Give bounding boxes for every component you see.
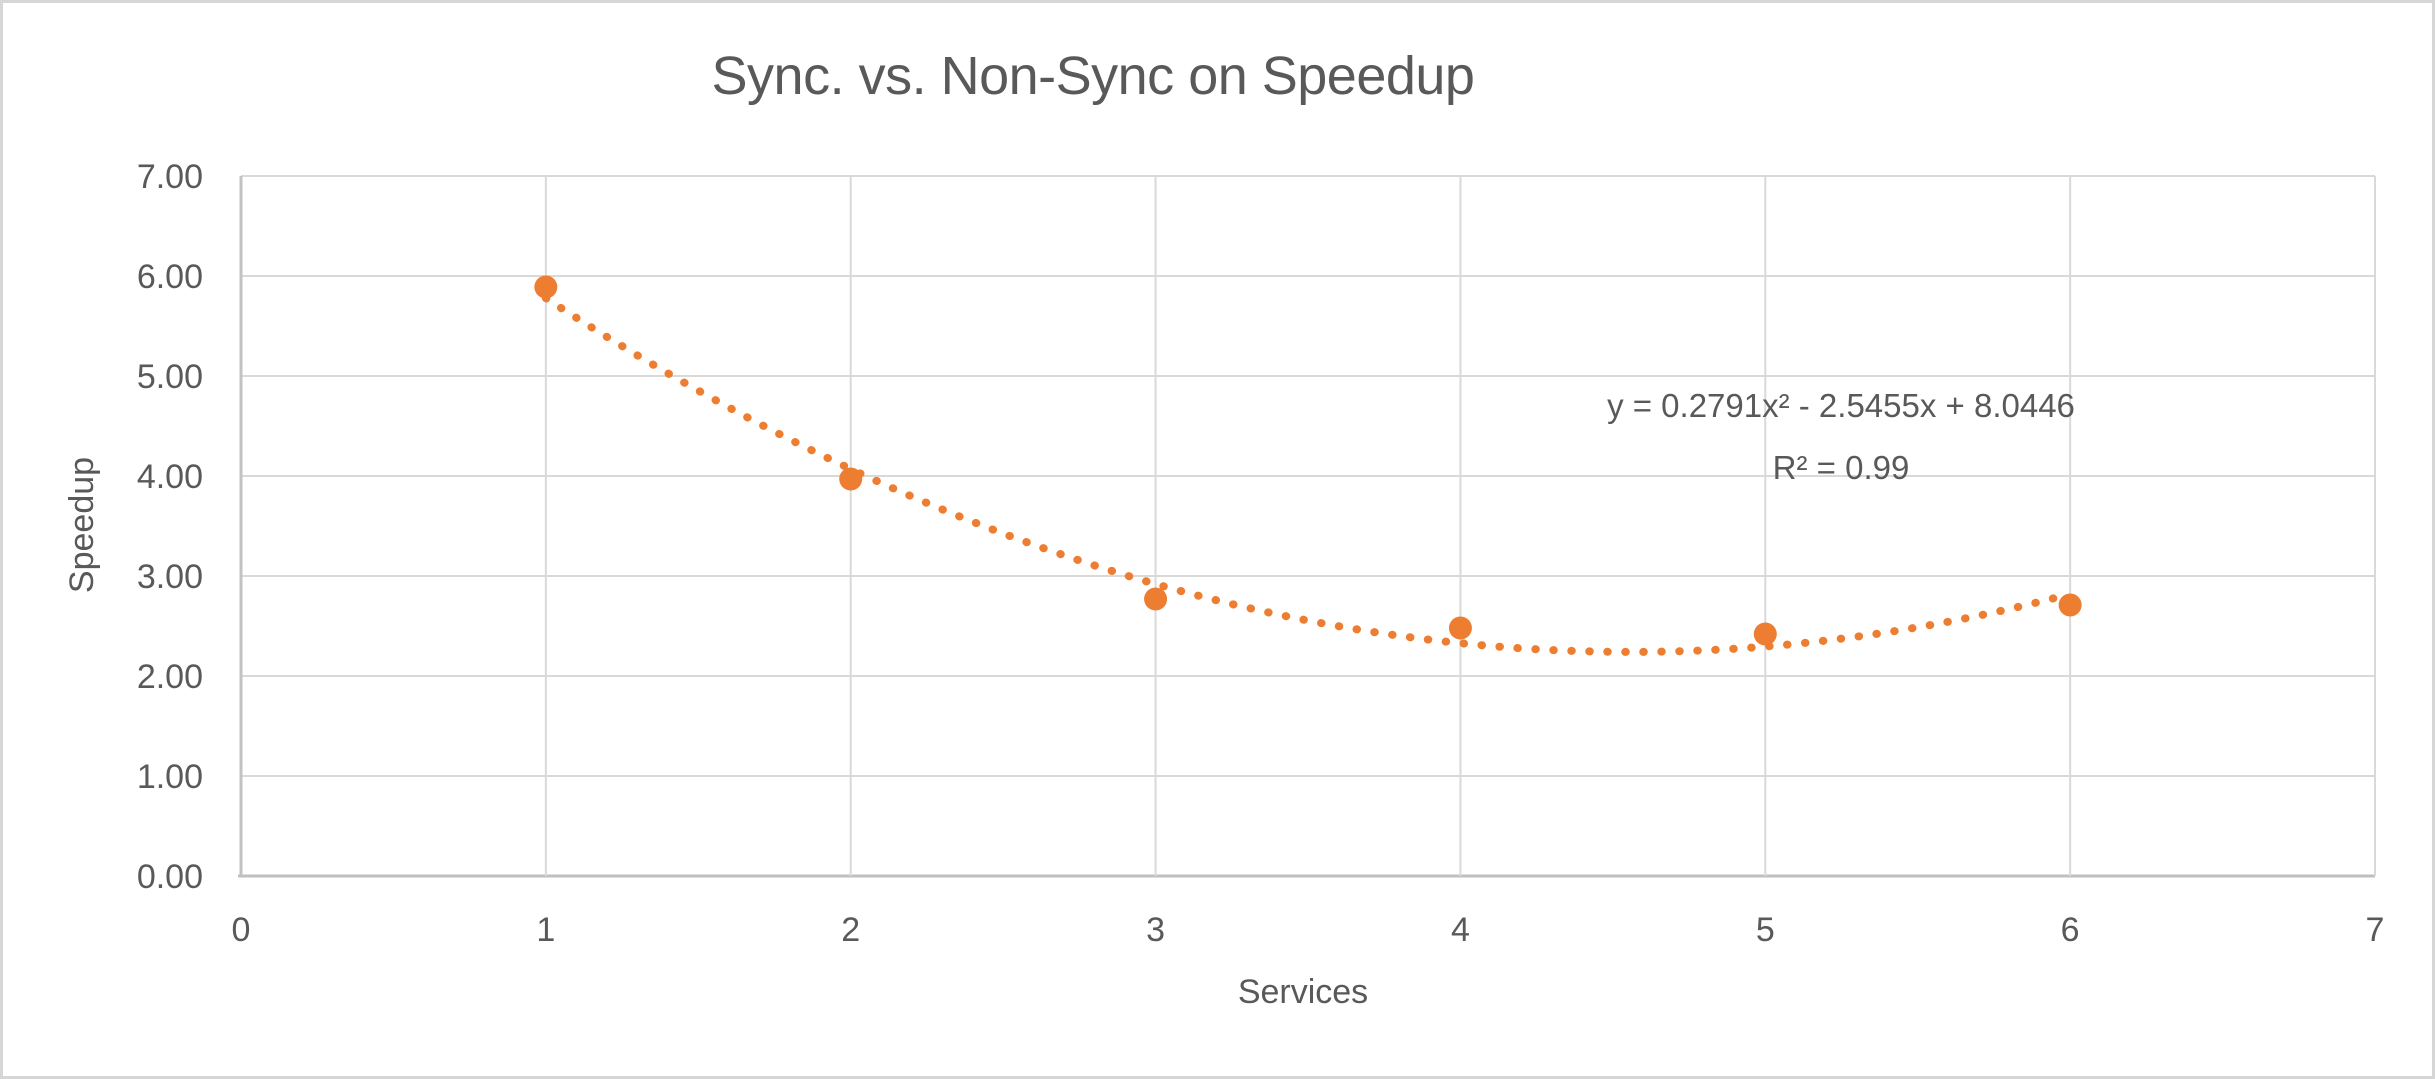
trendline-equation: y = 0.2791x² - 2.5455x + 8.0446 [1607,387,2075,424]
y-axis-tick-label: 7.00 [137,158,203,196]
chart-title: Sync. vs. Non-Sync on Speedup [711,46,1475,106]
y-axis-tick-label: 5.00 [137,358,203,396]
data-point-marker [2058,593,2082,617]
x-axis-tick-label: 5 [1756,911,1775,949]
x-axis-tick-label: 1 [536,911,555,949]
data-point-marker [534,275,558,299]
y-axis-tick-label: 0.00 [137,858,203,896]
x-axis-tick-label: 6 [2061,911,2080,949]
x-axis-tick-label: 2 [841,911,860,949]
data-point-marker [1144,587,1168,611]
x-axis-tick-label: 4 [1451,911,1470,949]
y-axis-tick-label: 4.00 [137,458,203,496]
y-axis-tick-label: 6.00 [137,258,203,296]
data-point-marker [1753,622,1777,646]
data-point-marker [1448,616,1472,640]
x-axis-tick-label: 0 [232,911,251,949]
x-axis-tick-label: 7 [2366,911,2385,949]
x-axis-title: Services [1237,973,1369,1011]
data-point-marker [839,467,863,491]
x-axis-tick-label: 3 [1146,911,1165,949]
y-axis-title: Speedup [63,456,101,594]
plot-svg: 0.00 1.00 2.00 3.00 4.00 5.00 6.00 7.00 0 1 2 3 4 5 6 7 [137,158,2385,949]
trendline-r-squared: R² = 0.99 [1772,449,1910,486]
trendline-annotation: y = 0.2791x² - 2.5455x + 8.0446 R² = 0.9… [1491,375,2191,499]
y-axis-tick-label: 3.00 [137,558,203,596]
y-axis-tick-label: 2.00 [137,658,203,696]
y-axis-tick-label: 1.00 [137,758,203,796]
